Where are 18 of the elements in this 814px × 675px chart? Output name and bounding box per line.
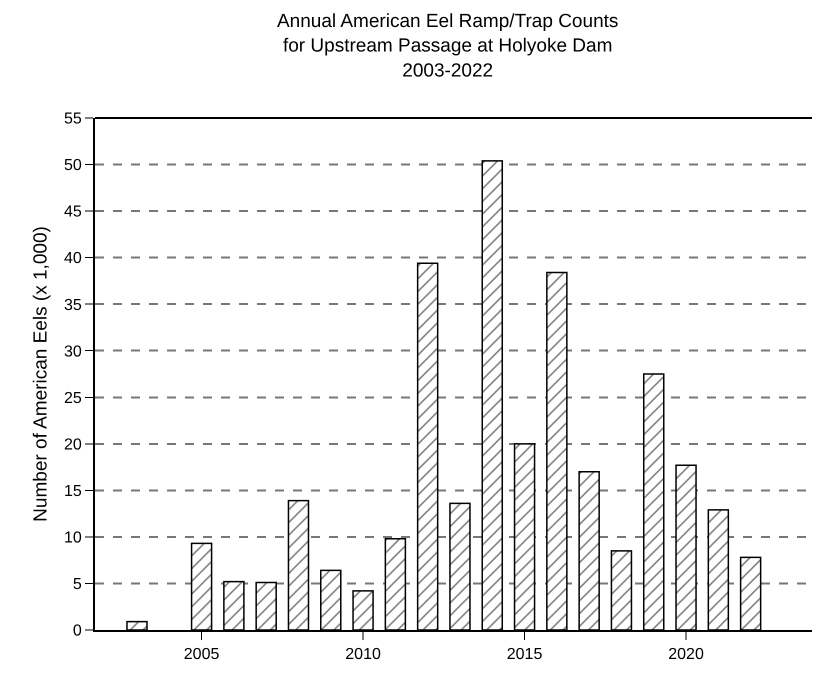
x-tick-label: 2020 xyxy=(668,646,704,664)
y-tick-label: 30 xyxy=(64,343,82,360)
chart-title: Annual American Eel Ramp/Trap Counts for Upstream Passage at Holyoke Dam 2003-2022 xyxy=(276,11,618,82)
y-axis-title: Number of American Eels (x 1,000) xyxy=(30,226,52,522)
y-tick-label: 35 xyxy=(64,296,82,314)
x-tick-label: 2010 xyxy=(345,646,381,664)
x-tick-label: 2015 xyxy=(506,646,542,664)
y-tick-label: 25 xyxy=(64,390,82,407)
x-tick-label: 2005 xyxy=(184,646,220,664)
y-tick-label: 10 xyxy=(64,530,82,547)
y-tick-label: 15 xyxy=(64,482,82,500)
y-tick-label: 5 xyxy=(72,576,82,594)
y-tick-label: 40 xyxy=(64,250,82,268)
y-tick-label: 20 xyxy=(64,436,82,454)
y-tick-label: 45 xyxy=(64,204,82,221)
y-tick-label: 50 xyxy=(64,157,82,174)
y-tick-label: 0 xyxy=(72,622,82,640)
y-tick-label: 55 xyxy=(64,110,82,128)
